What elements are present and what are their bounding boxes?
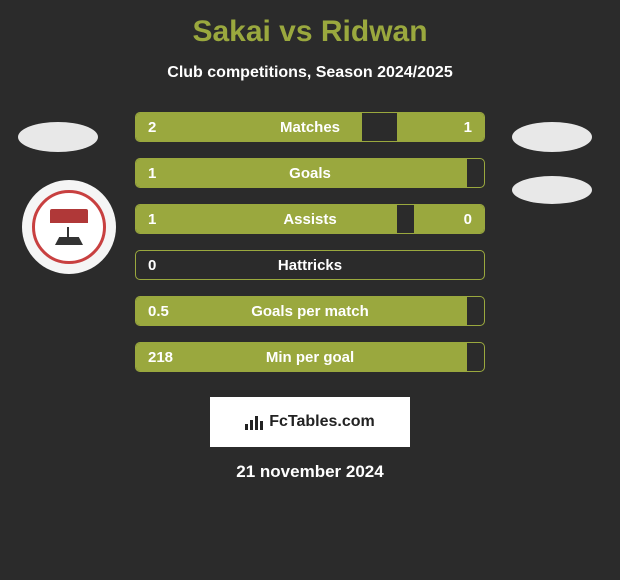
page-title: Sakai vs Ridwan (0, 15, 620, 49)
club-badge-left (22, 180, 116, 274)
stat-value-right: 1 (464, 119, 472, 136)
club-badge-right (512, 176, 592, 204)
date-text: 21 november 2024 (0, 462, 620, 482)
stats-area: 2 Matches 1 1 Goals 1 Assists 0 0 Hattricks 0.5 Goa… (135, 112, 485, 372)
stat-value-left: 218 (148, 349, 173, 366)
stat-row: 218 Min per goal (135, 342, 485, 372)
stat-label: Goals (289, 165, 331, 182)
bar-chart-icon (245, 414, 265, 430)
badge-brick-icon (50, 209, 88, 223)
stat-value-left: 0.5 (148, 303, 169, 320)
stat-value-right: 0 (464, 211, 472, 228)
stat-value-left: 2 (148, 119, 156, 136)
stat-row: 0.5 Goals per match (135, 296, 485, 326)
stat-row: 1 Goals (135, 158, 485, 188)
stat-fill-right (414, 205, 484, 233)
stat-fill-left (136, 205, 397, 233)
stat-value-left: 1 (148, 211, 156, 228)
footer-logo: FcTables.com (245, 413, 375, 431)
stat-label: Matches (280, 119, 340, 136)
page-subtitle: Club competitions, Season 2024/2025 (0, 64, 620, 82)
stat-value-left: 1 (148, 165, 156, 182)
stat-value-left: 0 (148, 257, 156, 274)
player-avatar-right (512, 122, 592, 152)
stat-row: 2 Matches 1 (135, 112, 485, 142)
badge-inner (32, 190, 106, 264)
stat-row: 0 Hattricks (135, 250, 485, 280)
stat-label: Min per goal (266, 349, 354, 366)
stat-row: 1 Assists 0 (135, 204, 485, 234)
stat-label: Assists (283, 211, 336, 228)
footer-brand-box: FcTables.com (210, 397, 410, 447)
main-container: Sakai vs Ridwan Club competitions, Seaso… (0, 0, 620, 492)
stat-label: Goals per match (251, 303, 369, 320)
player-avatar-left (18, 122, 98, 152)
footer-brand-text: FcTables.com (269, 413, 375, 431)
stat-label: Hattricks (278, 257, 342, 274)
badge-ship-icon (51, 225, 87, 245)
